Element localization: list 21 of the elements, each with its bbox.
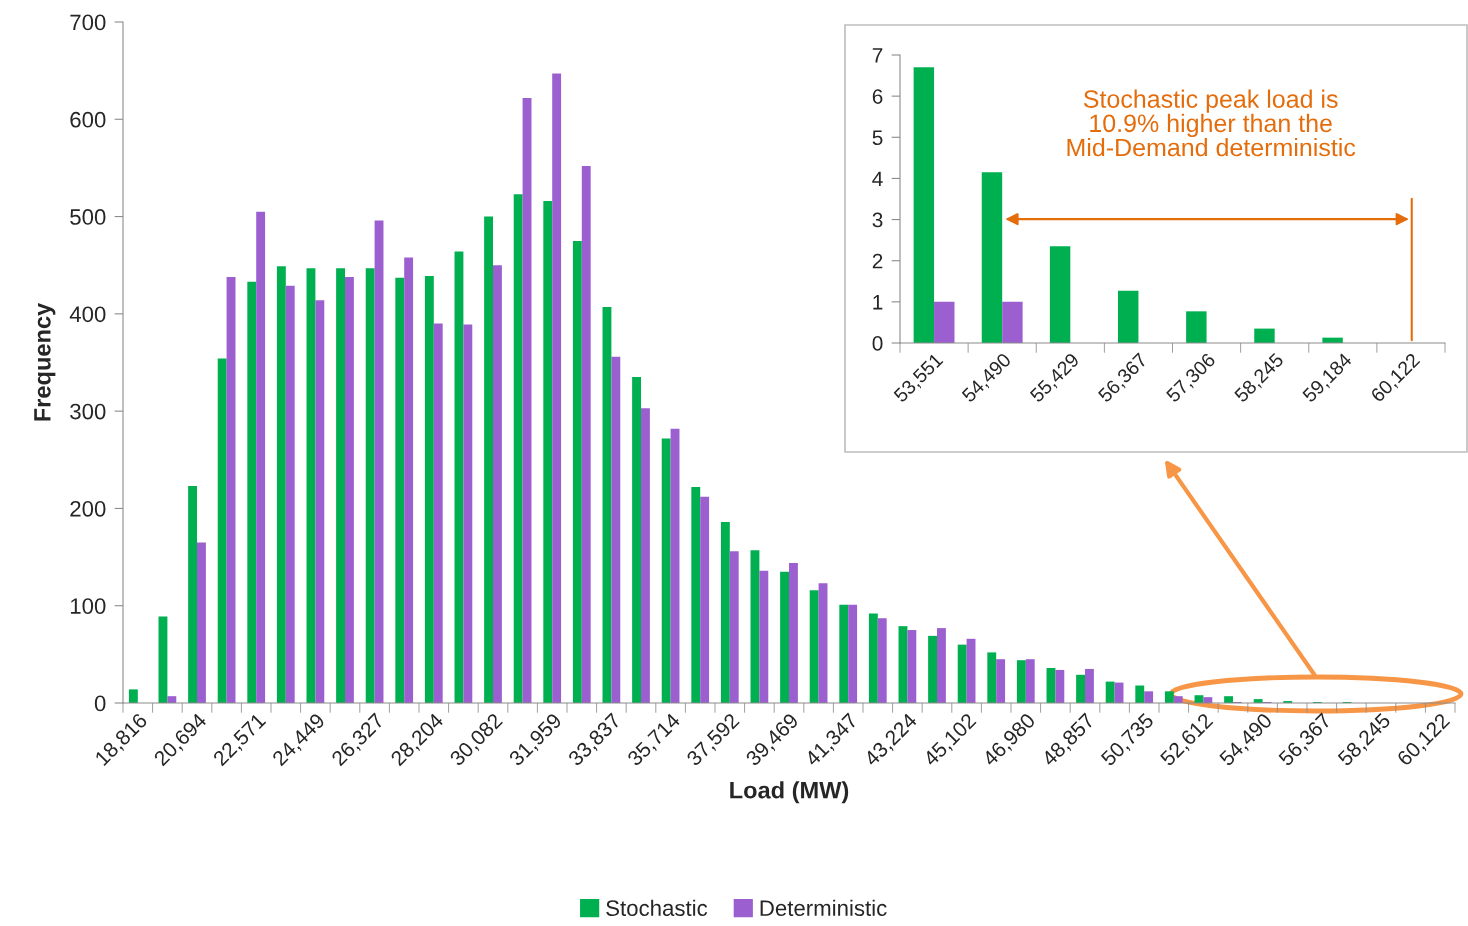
annotation: Stochastic peak load is 10.9% higher than the Mid-Demand deterministic: [1067, 89, 1356, 157]
y-tick-label: 600: [70, 111, 106, 128]
y-tick-label: 3: [872, 212, 883, 228]
y-tick-label: 0: [872, 336, 883, 351]
x-axis-title: Load (MW): [730, 781, 849, 804]
y-tick-label: 5: [872, 130, 883, 146]
y-tick-label: 500: [70, 209, 106, 225]
legend-label: Stochastic: [606, 899, 708, 917]
legend-label: Deterministic: [760, 899, 887, 917]
y-axis-title: Frequency: [34, 302, 56, 421]
y-tick-label: 200: [70, 500, 106, 517]
y-tick-label: 300: [70, 403, 106, 420]
y-tick-label: 700: [70, 14, 106, 31]
y-tick-label: 6: [872, 89, 883, 104]
y-tick-label: 7: [872, 48, 883, 63]
y-tick-label: 1: [873, 295, 883, 310]
y-tick-label: 400: [69, 306, 106, 323]
y-tick-label: 2: [872, 253, 883, 269]
y-tick-label: 4: [872, 171, 883, 186]
y-tick-label: 0: [94, 695, 106, 712]
y-tick-label: 100: [70, 598, 106, 614]
